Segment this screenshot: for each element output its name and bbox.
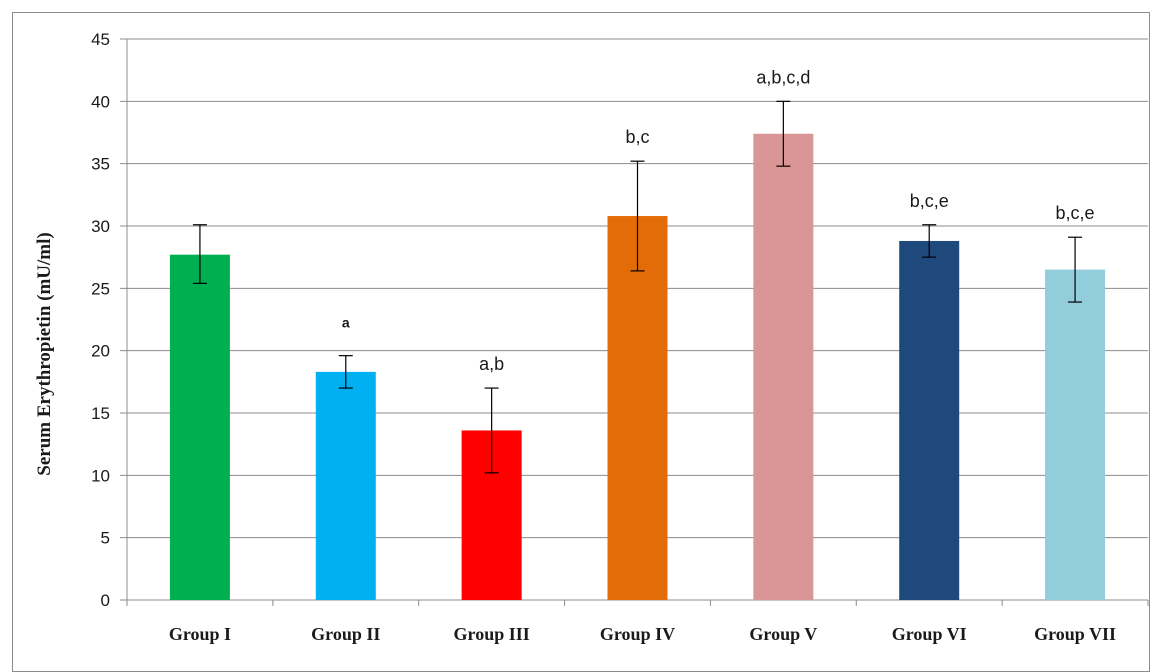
x-category-label: Group II	[311, 624, 380, 644]
bar-group-i	[169, 254, 230, 600]
y-tick-label: 45	[91, 30, 110, 49]
y-tick-label: 20	[91, 342, 110, 361]
x-category-label: Group VI	[892, 624, 967, 644]
x-category-label: Group I	[169, 624, 231, 644]
y-tick-label: 5	[101, 529, 110, 548]
x-category-label: Group V	[749, 624, 817, 644]
y-tick-label: 15	[91, 404, 110, 423]
labels: Group I Group II a Group III a,b Group IV b,c G…	[169, 67, 1116, 644]
y-tick-label: 25	[91, 279, 110, 298]
significance-label: b,c	[625, 127, 649, 147]
axes: 0 5 10 15 20 25 30 35 40 45	[91, 30, 1149, 610]
gridlines	[120, 38, 1148, 601]
x-category-label: Group VII	[1034, 624, 1116, 644]
bar-group-v	[753, 133, 814, 600]
error-bars	[192, 100, 1083, 474]
y-tick-label: 35	[91, 155, 110, 174]
y-tick-label: 40	[91, 92, 110, 111]
bar-group-vii	[1045, 269, 1106, 600]
significance-label: a	[342, 315, 350, 331]
significance-label: a,b,c,d	[756, 67, 810, 87]
bar-group-iv	[607, 216, 668, 600]
x-category-label: Group IV	[600, 624, 675, 644]
bar-group-vi	[899, 240, 960, 600]
y-tick-label: 10	[91, 466, 110, 485]
significance-label: a,b	[479, 354, 504, 374]
y-tick-label: 0	[101, 591, 110, 610]
y-tick-label: 30	[91, 217, 110, 236]
bars	[169, 133, 1106, 600]
significance-label: b,c,e	[910, 191, 949, 211]
bar-group-ii	[315, 371, 376, 600]
y-axis-title: Serum Erythropietin (mU/ml)	[34, 232, 55, 475]
x-category-label: Group III	[454, 624, 530, 644]
significance-label: b,c,e	[1056, 203, 1095, 223]
